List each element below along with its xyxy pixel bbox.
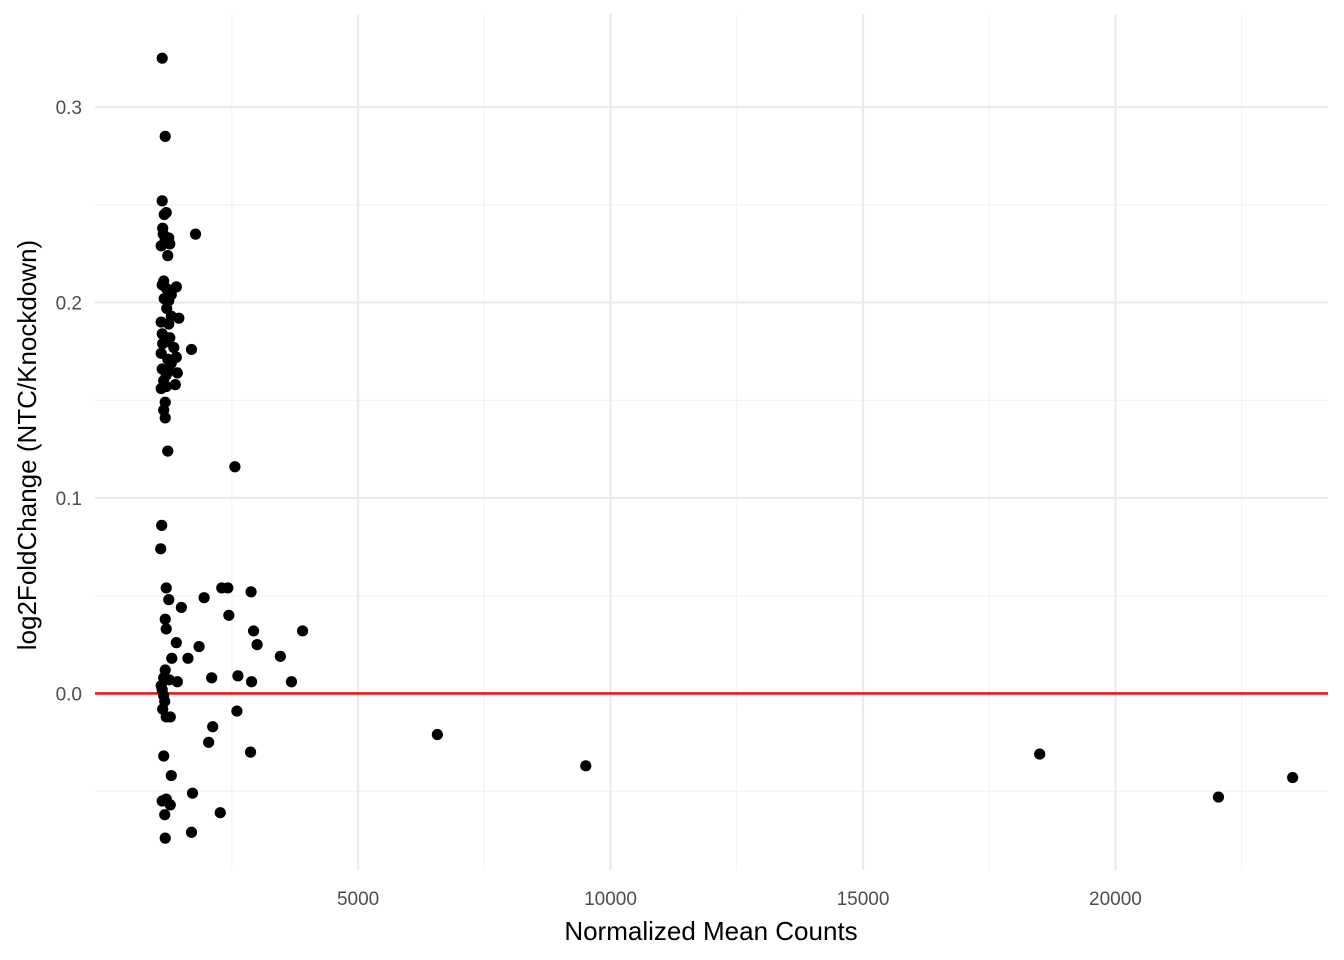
y-tick-labels: 0.0 0.1 0.2 0.3 — [56, 98, 82, 705]
data-point — [160, 582, 172, 594]
data-point — [214, 807, 226, 819]
data-point — [186, 787, 199, 799]
x-axis-title: Normalized Mean Counts — [564, 916, 857, 946]
data-point — [166, 652, 178, 664]
data-points — [155, 52, 1299, 844]
data-point — [162, 445, 174, 457]
data-point — [189, 228, 202, 240]
y-tick-label: 0.1 — [56, 489, 82, 510]
data-point — [247, 625, 260, 637]
data-point — [231, 705, 243, 717]
x-tick-label: 15000 — [837, 889, 890, 910]
data-point — [175, 601, 187, 614]
data-point — [159, 613, 171, 625]
data-point — [165, 769, 177, 782]
data-point — [160, 207, 172, 219]
x-tick-label: 20000 — [1089, 889, 1142, 910]
x-tick-label: 10000 — [584, 889, 637, 910]
y-tick-label: 0.2 — [56, 294, 82, 315]
data-point — [171, 676, 183, 688]
data-point — [245, 676, 258, 688]
data-point — [159, 809, 171, 821]
data-point — [156, 52, 168, 64]
data-point — [155, 543, 167, 555]
data-point — [285, 676, 298, 688]
data-point — [244, 746, 257, 758]
x-tick-label: 5000 — [337, 889, 379, 910]
data-point — [1287, 771, 1299, 784]
data-point — [156, 195, 168, 207]
data-point — [160, 623, 172, 635]
data-point — [207, 721, 219, 733]
data-point — [232, 670, 244, 682]
data-point — [163, 318, 175, 330]
data-point — [160, 380, 172, 393]
data-point — [159, 130, 171, 142]
y-tick-label: 0.0 — [56, 684, 82, 705]
data-point — [159, 412, 171, 424]
data-point — [296, 625, 309, 637]
data-point — [182, 652, 194, 664]
x-tick-labels: 5000 10000 15000 20000 — [337, 889, 1142, 910]
data-point — [164, 711, 176, 723]
data-point — [159, 832, 171, 844]
data-point — [251, 639, 263, 651]
data-point — [164, 238, 176, 250]
data-point — [274, 650, 286, 662]
data-point — [156, 519, 168, 531]
data-point — [245, 586, 257, 598]
data-point — [168, 341, 180, 354]
data-point — [229, 461, 241, 473]
data-point — [169, 379, 181, 391]
data-point — [206, 672, 218, 684]
data-point — [580, 760, 592, 772]
data-point — [1034, 748, 1046, 760]
data-point — [222, 582, 234, 594]
data-point — [198, 592, 210, 604]
data-point — [163, 594, 175, 606]
minor-gridlines — [95, 14, 1328, 870]
data-point — [185, 343, 198, 356]
data-point — [203, 736, 215, 748]
data-point — [157, 337, 169, 350]
data-point — [158, 750, 170, 762]
data-point — [162, 250, 174, 262]
data-point — [1212, 791, 1225, 803]
data-point — [171, 367, 183, 379]
data-point — [193, 640, 205, 653]
data-point — [164, 799, 176, 811]
data-point — [223, 609, 235, 621]
data-point — [431, 728, 443, 741]
data-point — [170, 637, 182, 649]
data-point — [185, 826, 198, 838]
data-point — [173, 312, 185, 324]
y-tick-label: 0.3 — [56, 98, 82, 119]
y-axis-title: log2FoldChange (NTC/Knockdown) — [12, 240, 42, 650]
